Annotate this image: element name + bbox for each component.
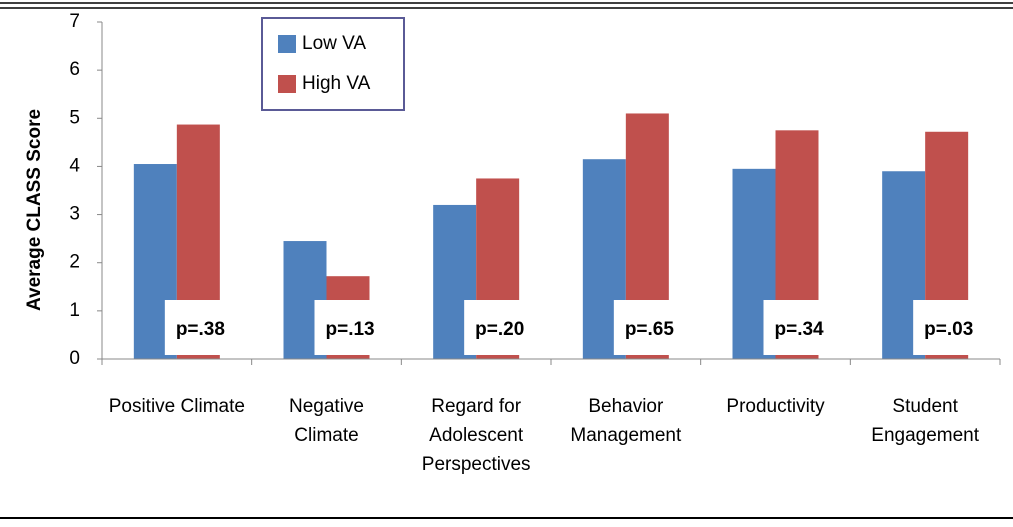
y-tick-label: 4 xyxy=(69,155,80,176)
x-tick-label-box: Positive Climate xyxy=(108,396,245,417)
x-tick-label-box: Regard for Adolescent Perspectives xyxy=(421,396,531,475)
x-tick-label-box: Student Engagement xyxy=(871,396,980,446)
y-tick-label: 0 xyxy=(69,348,80,369)
legend-label: High VA xyxy=(302,73,371,94)
x-tick-label: Behavior Management xyxy=(570,396,682,446)
x-tick-label: Productivity xyxy=(726,396,825,417)
y-tick-label: 7 xyxy=(69,11,80,32)
x-tick-label-box: Negative Climate xyxy=(289,396,364,446)
x-tick-label-box: Productivity xyxy=(726,396,825,417)
annotation: p=.20 xyxy=(475,319,524,340)
legend-swatch xyxy=(278,35,296,53)
annotation-box xyxy=(613,300,686,355)
x-tick-label: Regard for Adolescent Perspectives xyxy=(421,396,531,475)
annotation-box xyxy=(913,300,986,355)
x-tick-label: Positive Climate xyxy=(108,396,245,417)
annotation-box xyxy=(314,300,387,355)
annotation-box xyxy=(164,300,237,355)
annotation-box xyxy=(464,300,537,355)
legend-swatch xyxy=(278,75,296,93)
annotation: p=.34 xyxy=(775,319,825,340)
legend-box xyxy=(261,17,405,111)
annotation: p=.65 xyxy=(625,319,675,340)
x-tick-label: Student Engagement xyxy=(871,396,980,446)
annotation: p=.13 xyxy=(326,319,375,340)
y-tick-label: 2 xyxy=(69,252,80,273)
y-tick-label: 5 xyxy=(69,107,80,128)
legend-label: Low VA xyxy=(302,33,366,54)
x-tick-label-box: Behavior Management xyxy=(570,396,682,446)
y-tick-label: 1 xyxy=(69,300,80,321)
y-tick-label: 6 xyxy=(69,59,80,80)
x-tick-label: Negative Climate xyxy=(289,396,364,446)
y-axis-title: Average CLASS Score xyxy=(24,109,45,311)
annotation-box xyxy=(763,300,836,355)
annotation: p=.38 xyxy=(176,319,225,340)
annotation: p=.03 xyxy=(924,319,973,340)
y-tick-label: 3 xyxy=(69,204,80,225)
